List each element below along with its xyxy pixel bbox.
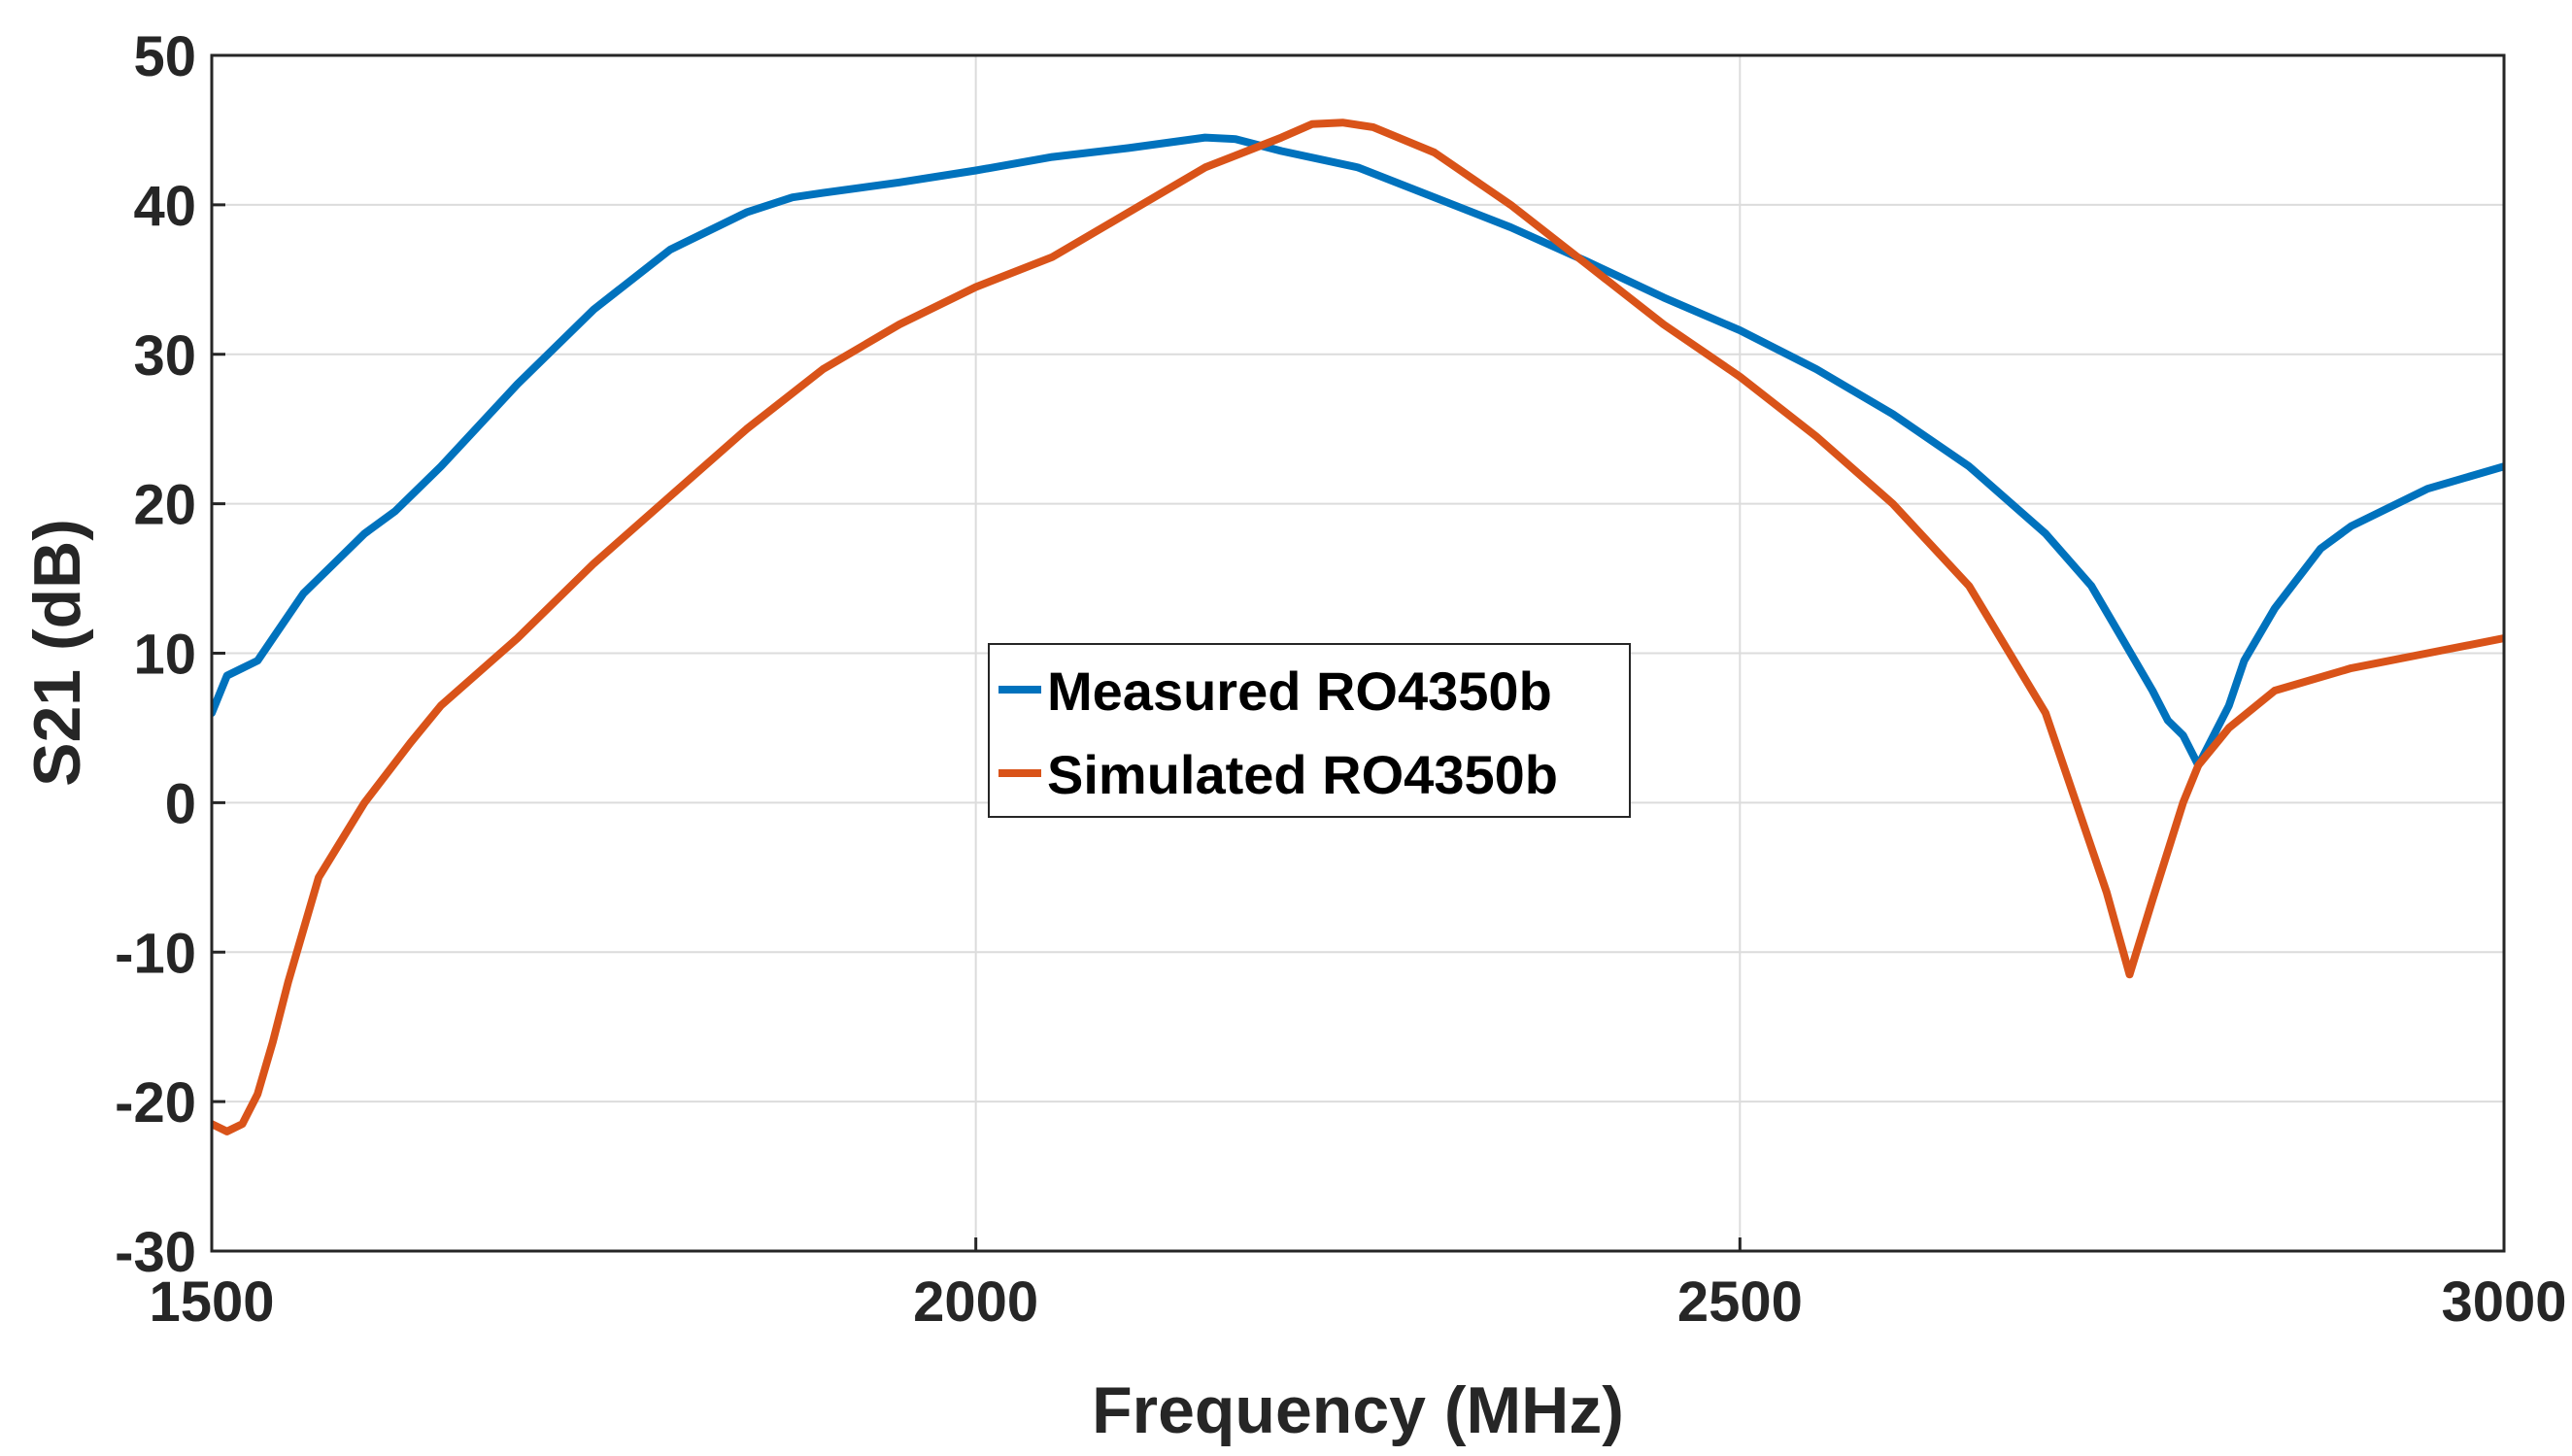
y-tick-label: 40 xyxy=(133,175,196,238)
x-tick-label: 3000 xyxy=(2441,1270,2566,1334)
y-tick-label: -30 xyxy=(115,1221,196,1284)
y-tick-label: 0 xyxy=(165,772,196,835)
x-tick-label: 2000 xyxy=(913,1270,1038,1334)
legend-box xyxy=(988,643,1631,818)
legend-label-simulated: Simulated RO4350b xyxy=(1047,744,1558,805)
y-tick-label: 30 xyxy=(133,324,196,388)
series-line-simulated xyxy=(212,119,2504,1135)
y-tick-label: 10 xyxy=(133,624,196,687)
legend: Measured RO4350b Simulated RO4350b xyxy=(988,643,1631,818)
x-axis-label: Frequency (MHz) xyxy=(1092,1373,1624,1447)
legend-label-measured: Measured RO4350b xyxy=(1047,660,1552,722)
x-tick-label: 1500 xyxy=(149,1270,274,1334)
series-layer xyxy=(212,119,2504,1135)
x-tick-label: 2500 xyxy=(1677,1270,1803,1334)
y-tick-label: 50 xyxy=(133,25,196,88)
y-tick-label: 20 xyxy=(133,474,196,537)
tick-labels: 1500 2000 2500 3000 50 40 30 20 10 0 -10 -20 -30 xyxy=(115,25,2566,1334)
y-axis-label: S21 (dB) xyxy=(20,519,94,787)
y-tick-label: -10 xyxy=(115,922,196,985)
y-tick-label: -20 xyxy=(115,1071,196,1134)
